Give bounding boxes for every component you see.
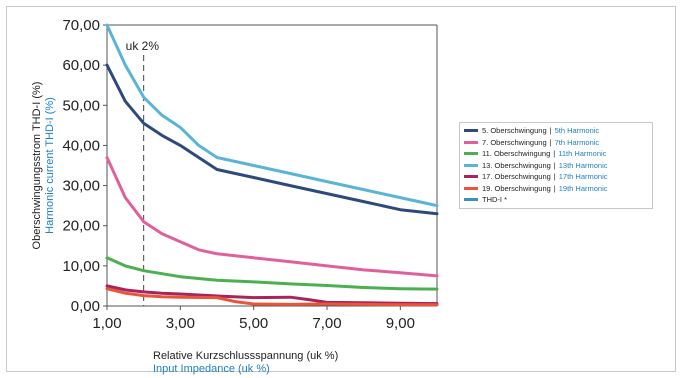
legend-label: 13. Oberschwingung <box>482 160 551 170</box>
legend-label: 17. Oberschwingung <box>482 172 551 182</box>
x-tick-label: 3,00 <box>166 315 195 332</box>
y-tick-label: 40,00 <box>62 137 100 154</box>
series-line-2 <box>105 156 439 278</box>
y-tick-label: 10,00 <box>62 258 100 275</box>
legend-label: 5. Oberschwingung <box>482 126 547 136</box>
series-line-4 <box>105 23 439 208</box>
series-line-5 <box>105 284 439 306</box>
chart-svg: 0,00 10,00 20,00 30,00 40,00 50,00 60,00 70,00 1… <box>31 17 439 332</box>
legend-item: THD-I * <box>464 194 648 206</box>
legend-label-english: 11th Harmonic <box>558 149 607 159</box>
uk-marker-label: uk 2% <box>126 39 160 53</box>
legend-item: 5. Oberschwingung | 5th Harmonic <box>464 125 648 137</box>
series-line-6 <box>105 287 439 307</box>
series-line-3 <box>105 256 439 291</box>
y-tick-label: 20,00 <box>62 218 100 235</box>
y-tick-label: 0,00 <box>71 298 100 315</box>
legend-swatch <box>464 198 478 202</box>
x-tick-label: 7,00 <box>312 315 341 332</box>
y-tick-label: 50,00 <box>62 97 100 114</box>
x-axis-label-english: Input Impedance (uk %) <box>153 363 270 375</box>
legend-separator: | <box>553 183 556 193</box>
chart-frame: 0,00 10,00 20,00 30,00 40,00 50,00 60,00 70,00 1… <box>6 6 676 375</box>
legend-separator: | <box>553 149 556 159</box>
legend-swatch <box>464 129 478 133</box>
legend-label: 19. Oberschwingung <box>482 183 551 193</box>
legend-item: 13. Oberschwingung | 13th Harmonic <box>464 160 648 172</box>
legend-swatch <box>464 152 478 156</box>
legend-separator: | <box>549 126 552 136</box>
x-tick-label: 9,00 <box>386 315 415 332</box>
legend-separator: | <box>553 172 556 182</box>
y-tick-label: 60,00 <box>62 57 100 74</box>
legend-label-english: 17th Harmonic <box>558 172 608 182</box>
legend-separator: | <box>553 160 556 170</box>
legend-item: 19. Oberschwingung | 19th Harmonic <box>464 183 648 195</box>
legend-label: THD-I * <box>482 195 507 205</box>
legend-label-english: 19th Harmonic <box>558 183 608 193</box>
legend-label: 11. Oberschwingung <box>482 149 551 159</box>
legend-item: 17. Oberschwingung | 17th Harmonic <box>464 171 648 183</box>
x-tick-label: 1,00 <box>92 315 121 332</box>
y-axis-label-english: Harmonic current THD-I (%) <box>44 97 56 234</box>
series-line-1 <box>105 63 439 216</box>
y-tick-label: 70,00 <box>62 17 100 34</box>
y-tick-label: 30,00 <box>62 178 100 195</box>
x-axis-label-german: Relative Kurzschlussspannung (uk %) <box>153 350 339 362</box>
legend-label-english: 5th Harmonic <box>554 126 600 136</box>
legend-swatch <box>464 186 478 190</box>
legend-label-english: 13th Harmonic <box>558 160 608 170</box>
y-axis-label-german: Oberschwingungsstrom THD-I (%) <box>31 82 43 250</box>
legend-label-english: 7th Harmonic <box>554 137 600 147</box>
legend-item: 11. Oberschwingung | 11th Harmonic <box>464 148 648 160</box>
legend-swatch <box>464 140 478 144</box>
legend-label: 7. Oberschwingung <box>482 137 547 147</box>
legend-separator: | <box>549 137 552 147</box>
legend-item: 7. Oberschwingung | 7th Harmonic <box>464 137 648 149</box>
legend-swatch <box>464 163 478 167</box>
legend: 5. Oberschwingung | 5th Harmonic 7. Obersch… <box>459 122 653 209</box>
x-tick-label: 5,00 <box>239 315 268 332</box>
legend-swatch <box>464 175 478 179</box>
